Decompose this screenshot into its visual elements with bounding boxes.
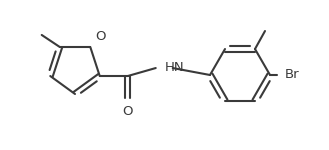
Text: HN: HN (165, 61, 184, 74)
Text: O: O (95, 30, 106, 43)
Text: Br: Br (285, 69, 300, 81)
Text: O: O (122, 105, 133, 118)
